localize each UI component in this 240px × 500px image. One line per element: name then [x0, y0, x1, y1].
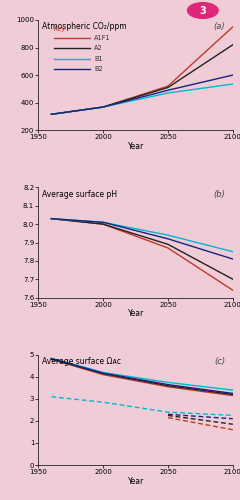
Text: B1: B1: [94, 56, 103, 62]
Text: Atmospheric CO₂/ppm: Atmospheric CO₂/ppm: [42, 22, 127, 31]
Text: 3: 3: [199, 6, 206, 16]
Text: A1F1: A1F1: [94, 35, 111, 41]
Text: B2: B2: [94, 66, 103, 72]
Text: (b): (b): [213, 190, 225, 198]
Text: Average surface Ωᴀᴄ: Average surface Ωᴀᴄ: [42, 357, 121, 366]
Text: Average surface pH: Average surface pH: [42, 190, 117, 198]
Text: Key: Key: [54, 26, 67, 32]
Circle shape: [187, 2, 218, 18]
X-axis label: Year: Year: [127, 142, 144, 150]
X-axis label: Year: Year: [127, 309, 144, 318]
Text: (a): (a): [213, 22, 225, 31]
Text: A2: A2: [94, 45, 103, 51]
Text: (c): (c): [214, 357, 225, 366]
X-axis label: Year: Year: [127, 476, 144, 486]
